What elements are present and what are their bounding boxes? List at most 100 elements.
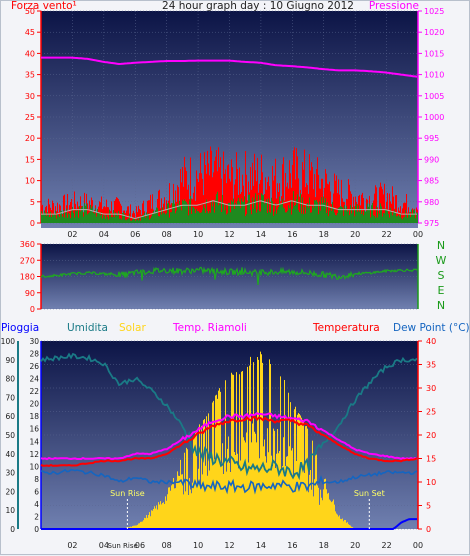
temperature-axis-tick-label: 5 — [426, 502, 431, 511]
rain-axis-tick-label: 8 — [34, 475, 39, 484]
wind-axis-tick-label: 20 — [25, 134, 35, 143]
pressure-axis-tick-label: 995 — [424, 134, 439, 143]
temperature-axis-tick-label: 0 — [426, 525, 431, 534]
direction-axis-tick-label: 180 — [20, 273, 35, 282]
humidity-axis-tick-label: 30 — [5, 469, 15, 478]
wind-x-tick-label: 10 — [193, 230, 203, 239]
humidity-series-line — [40, 352, 418, 481]
pressure-series-line — [41, 56, 418, 78]
rain-axis-tick-label: 30 — [29, 337, 39, 346]
rain-axis-tick-label: 20 — [29, 400, 39, 409]
humidity-axis-tick-label: 70 — [5, 393, 15, 402]
rain-axis-tick-label: 12 — [29, 450, 39, 459]
wind-axis-tick-label: 30 — [25, 92, 35, 101]
rain-axis-tick-label: 18 — [29, 412, 39, 421]
wind-x-tick-label: 08 — [162, 230, 172, 239]
temperature-x-tick-label: 02 — [67, 541, 77, 550]
direction-panel-bg — [41, 244, 418, 309]
legend-entry: Solar — [119, 322, 146, 334]
legend-entry: Umidita — [67, 322, 108, 334]
chart-title: 24 hour graph day : 10 Giugno 2012 — [162, 1, 354, 12]
pressure-axis-tick-label: 985 — [424, 177, 439, 186]
rain-axis-tick-label: 26 — [29, 362, 39, 371]
humidity-axis-tick-label: 10 — [5, 506, 15, 515]
rain-axis-tick-label: 4 — [34, 500, 39, 509]
wind-direction-series-line — [40, 266, 418, 286]
temperature-x-tick-label: 06 — [135, 541, 145, 550]
temperature-x-tick-label: 18 — [319, 541, 329, 550]
rain-axis-tick-label: 2 — [34, 512, 39, 521]
wind-axis-tick-label: 35 — [25, 71, 35, 80]
pressure-axis-tick-label: 1025 — [424, 7, 444, 16]
temperature-x-tick-label: 16 — [287, 541, 297, 550]
direction-axis-tick-label: 0 — [30, 305, 35, 314]
wind-x-tick-label: 14 — [256, 230, 266, 239]
temperature-x-tick-label: Sun Rise — [108, 542, 138, 550]
temperature-axis-tick-label: 30 — [426, 384, 436, 393]
pressure-axis-tick-label: 1015 — [424, 49, 444, 58]
wind-x-tick-label: 20 — [350, 230, 360, 239]
humidity-axis-tick-label: 50 — [5, 431, 15, 440]
compass-point-label: E — [438, 284, 445, 297]
temperature-x-tick-label: 22 — [381, 541, 391, 550]
rain-axis-tick-label: 22 — [29, 387, 39, 396]
rain-axis-tick-label: 10 — [29, 462, 39, 471]
wind-x-tick-label: 16 — [287, 230, 297, 239]
temperature-axis-tick-label: 20 — [426, 431, 436, 440]
temperature-axis-tick-label: 10 — [426, 478, 436, 487]
wind-x-tick-label: 04 — [99, 230, 109, 239]
humidity-axis-tick-label: 20 — [5, 487, 15, 496]
wind-x-tick-label: 18 — [319, 230, 329, 239]
pressure-axis-tick-label: 1010 — [424, 71, 444, 80]
temperature-axis-tick-label: 15 — [426, 455, 436, 464]
pressure-axis-tick-label: 990 — [424, 155, 439, 164]
legend-entry: Dew Point (°C) — [393, 322, 470, 334]
wind-axis-tick-label: 15 — [25, 155, 35, 164]
rain-axis-tick-label: 6 — [34, 487, 39, 496]
wind-x-tick-label: 00 — [413, 230, 423, 239]
wind-axis-tick-label: 25 — [25, 113, 35, 122]
legend-entry: Temperatura — [312, 322, 380, 334]
temperature-x-tick-label: 10 — [193, 541, 203, 550]
temperature-series-line — [40, 415, 418, 468]
wind-axis-tick-label: 50 — [25, 7, 35, 16]
rain-axis-tick-label: 0 — [34, 525, 39, 534]
pressure-axis-tick-label: 1020 — [424, 28, 444, 37]
humidity-axis-tick-label: 90 — [5, 356, 15, 365]
wind-x-tick-label: 22 — [381, 230, 391, 239]
wind-x-tick-label: 12 — [224, 230, 234, 239]
humidity-axis-tick-label: 0 — [10, 525, 15, 534]
temperature-x-tick-label: 20 — [350, 541, 360, 550]
compass-point-label: N — [437, 299, 445, 312]
temperature-axis-tick-label: 25 — [426, 408, 436, 417]
dewpoint-series-line — [40, 468, 418, 495]
pressure-axis-tick-label: 1000 — [424, 113, 444, 122]
sunset-annotation: Sun Set — [354, 489, 385, 498]
wind-axis-tick-label: 5 — [30, 198, 35, 207]
temperature-x-tick-label: 12 — [224, 541, 234, 550]
direction-axis-tick-label: 270 — [20, 256, 35, 265]
temperature-x-tick-label: 08 — [162, 541, 172, 550]
legend-entry: Temp. Riamoli — [172, 322, 247, 334]
header-right-label: Pressione — [369, 1, 419, 12]
wind-x-tick-label: 02 — [67, 230, 77, 239]
sunrise-annotation: Sun Rise — [110, 489, 145, 498]
legend-entry: Pioggia — [1, 322, 39, 334]
rain-axis-tick-label: 16 — [29, 425, 39, 434]
compass-point-label: W — [436, 254, 447, 267]
header-left-label: Forza vento¹ — [11, 1, 77, 12]
pressure-axis-tick-label: 975 — [424, 219, 439, 228]
wind-axis-tick-label: 10 — [25, 177, 35, 186]
temperature-x-tick-label: 14 — [256, 541, 266, 550]
pressure-axis-tick-label: 1005 — [424, 92, 444, 101]
temperature-axis-tick-label: 35 — [426, 361, 436, 370]
humidity-axis-tick-label: 80 — [5, 375, 15, 384]
rain-series-line — [41, 518, 417, 530]
wind-x-tick-label: 06 — [130, 230, 140, 239]
wind-axis-tick-label: 0 — [30, 219, 35, 228]
humidity-axis-tick-label: 60 — [5, 412, 15, 421]
rain-axis-tick-label: 28 — [29, 350, 39, 359]
wind-average-line — [41, 200, 417, 220]
